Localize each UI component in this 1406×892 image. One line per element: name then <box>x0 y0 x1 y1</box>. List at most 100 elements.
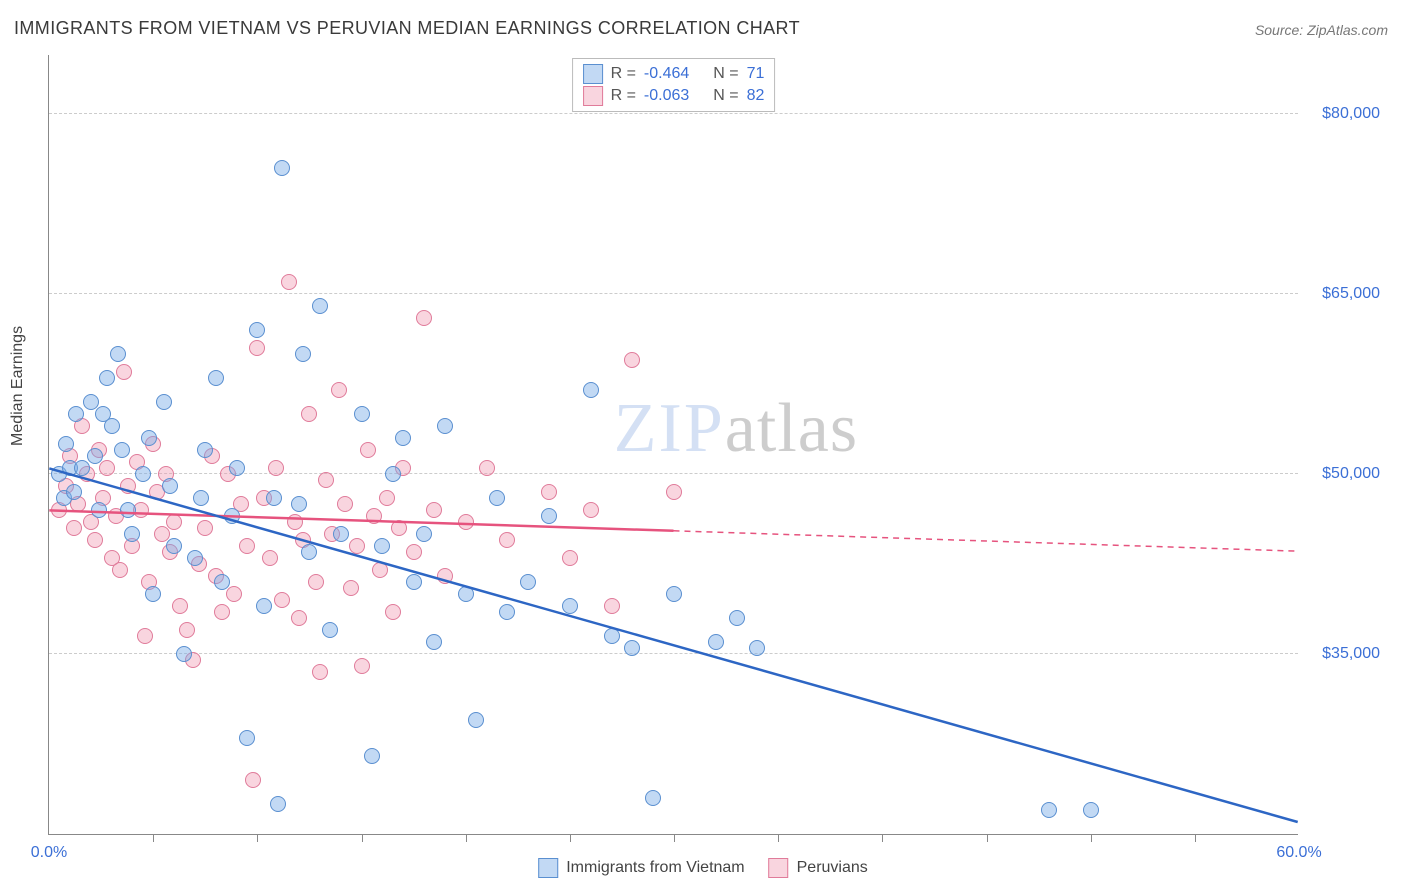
series-a-point <box>322 622 338 638</box>
series-a-point <box>312 298 328 314</box>
trend-lines-layer <box>49 55 1298 834</box>
series-a-point <box>354 406 370 422</box>
chart-container: IMMIGRANTS FROM VIETNAM VS PERUVIAN MEDI… <box>0 0 1406 892</box>
series-a-point <box>229 460 245 476</box>
series-a-point <box>295 346 311 362</box>
n-value-b: 82 <box>747 87 765 105</box>
series-b-point <box>301 406 317 422</box>
series-b-point <box>349 538 365 554</box>
legend-series: Immigrants from Vietnam Peruvians <box>538 858 868 878</box>
series-a-point <box>333 526 349 542</box>
series-a-point <box>749 640 765 656</box>
series-b-point <box>360 442 376 458</box>
series-b-point <box>291 610 307 626</box>
series-b-point <box>666 484 682 500</box>
legend-bottom-swatch-a <box>538 858 558 878</box>
trend-line <box>674 531 1298 551</box>
series-a-point <box>520 574 536 590</box>
legend-correlation: R = -0.464 N = 71 R = -0.063 N = 82 <box>572 58 776 112</box>
series-b-point <box>312 664 328 680</box>
series-a-point <box>645 790 661 806</box>
series-b-point <box>274 592 290 608</box>
series-a-point <box>214 574 230 590</box>
series-a-point <box>374 538 390 554</box>
series-b-point <box>214 604 230 620</box>
series-a-point <box>437 418 453 434</box>
legend-bottom-swatch-b <box>769 858 789 878</box>
series-a-point <box>301 544 317 560</box>
series-b-point <box>562 550 578 566</box>
series-b-point <box>308 574 324 590</box>
y-tick-label: $35,000 <box>1322 645 1380 663</box>
series-b-point <box>99 460 115 476</box>
watermark: ZIPatlas <box>614 389 858 469</box>
series-a-point <box>74 460 90 476</box>
x-tick-label: 0.0% <box>31 844 67 862</box>
series-b-point <box>281 274 297 290</box>
source-label: Source: <box>1255 22 1307 38</box>
series-a-point <box>166 538 182 554</box>
series-b-point <box>541 484 557 500</box>
series-b-point <box>197 520 213 536</box>
series-a-point <box>124 526 140 542</box>
series-b-point <box>318 472 334 488</box>
series-a-point <box>499 604 515 620</box>
series-a-point <box>426 634 442 650</box>
series-a-point <box>193 490 209 506</box>
y-tick-label: $65,000 <box>1322 285 1380 303</box>
series-a-point <box>68 406 84 422</box>
series-a-point <box>99 370 115 386</box>
series-b-point <box>226 586 242 602</box>
series-a-point <box>416 526 432 542</box>
series-a-point <box>239 730 255 746</box>
series-a-point <box>666 586 682 602</box>
series-b-point <box>366 508 382 524</box>
n-label-a: N = <box>713 65 738 83</box>
chart-title: IMMIGRANTS FROM VIETNAM VS PERUVIAN MEDI… <box>14 18 800 39</box>
series-a-point <box>395 430 411 446</box>
series-a-point <box>729 610 745 626</box>
series-a-point <box>208 370 224 386</box>
series-a-point <box>364 748 380 764</box>
series-a-point <box>458 586 474 602</box>
legend-item-a: Immigrants from Vietnam <box>538 858 744 878</box>
series-a-point <box>708 634 724 650</box>
legend-row-b: R = -0.063 N = 82 <box>583 85 765 107</box>
series-a-point <box>87 448 103 464</box>
source-attribution: Source: ZipAtlas.com <box>1255 22 1388 38</box>
x-tick <box>1195 834 1196 842</box>
series-a-point <box>187 550 203 566</box>
series-b-point <box>137 628 153 644</box>
series-b-point <box>337 496 353 512</box>
series-a-point <box>489 490 505 506</box>
legend-swatch-a <box>583 64 603 84</box>
series-b-point <box>499 532 515 548</box>
y-tick-label: $50,000 <box>1322 465 1380 483</box>
series-a-point <box>1041 802 1057 818</box>
series-b-point <box>166 514 182 530</box>
plot-area: ZIPatlas R = -0.464 N = 71 R = -0.063 N … <box>48 55 1298 835</box>
r-label-b: R = <box>611 87 636 105</box>
series-b-point <box>385 604 401 620</box>
x-tick <box>778 834 779 842</box>
x-tick <box>1091 834 1092 842</box>
legend-bottom-label-a: Immigrants from Vietnam <box>566 859 744 877</box>
series-b-point <box>179 622 195 638</box>
series-a-point <box>562 598 578 614</box>
series-a-point <box>291 496 307 512</box>
x-tick <box>362 834 363 842</box>
gridline-h <box>49 653 1298 654</box>
series-a-point <box>583 382 599 398</box>
gridline-h <box>49 293 1298 294</box>
r-value-a: -0.464 <box>644 65 689 83</box>
r-label-a: R = <box>611 65 636 83</box>
series-b-point <box>437 568 453 584</box>
series-b-point <box>583 502 599 518</box>
series-a-point <box>135 466 151 482</box>
series-b-point <box>66 520 82 536</box>
series-a-point <box>624 640 640 656</box>
series-a-point <box>120 502 136 518</box>
series-a-point <box>274 160 290 176</box>
series-a-point <box>406 574 422 590</box>
series-a-point <box>266 490 282 506</box>
